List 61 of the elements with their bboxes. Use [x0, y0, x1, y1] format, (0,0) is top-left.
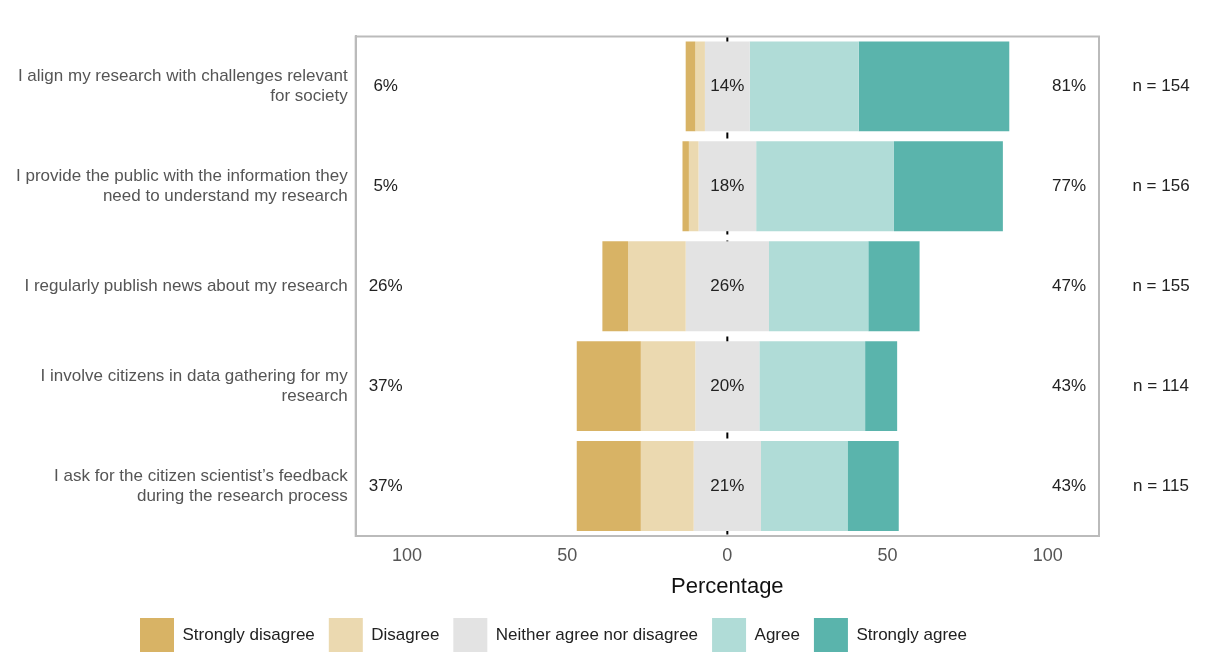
text: n = 115 [1133, 475, 1189, 495]
bar [868, 241, 920, 332]
y-tick-label: I align my research with challenges relevant for society [17, 65, 349, 106]
legend-label: Neither agree nor disagree [495, 624, 699, 644]
bar [628, 241, 686, 332]
bar [602, 241, 629, 332]
annotation: 37% [368, 375, 403, 395]
bar [695, 341, 760, 432]
data-label: 14% [710, 76, 745, 96]
annotation: 81% [1051, 76, 1087, 96]
annotation: 43% [1051, 475, 1087, 495]
bar [847, 441, 899, 531]
bar [704, 41, 750, 132]
bar [640, 341, 696, 432]
x-tick-label: 50 [877, 544, 898, 565]
x-tick-label: 50 [557, 544, 578, 565]
y-tick-label: I regularly publish news about my research [24, 275, 348, 295]
bar [640, 441, 694, 531]
legend-label: Strongly agree [856, 624, 968, 644]
bar [760, 441, 848, 531]
x-axis-title: Percentage [671, 572, 784, 598]
bar [768, 241, 869, 332]
x-tick-label: 0 [722, 544, 733, 565]
data-label: 20% [710, 375, 745, 395]
annotation: 37% [368, 475, 403, 495]
data-label: 18% [710, 175, 745, 195]
annotation: 6% [373, 76, 398, 96]
bar [749, 41, 859, 132]
bar [576, 441, 641, 531]
bar [688, 141, 699, 232]
x-tick-label: 100 [391, 544, 422, 565]
bar [858, 41, 1010, 132]
legend-label: Agree [754, 624, 800, 644]
annotation: 26% [368, 275, 403, 295]
bar [682, 141, 689, 232]
bar [695, 41, 705, 132]
annotation: 43% [1051, 375, 1087, 395]
bar [576, 341, 641, 432]
bar [756, 141, 894, 232]
legend-label: Disagree [371, 624, 440, 644]
data-label: 26% [710, 275, 745, 295]
bar [685, 41, 696, 132]
y-tick-label: I provide the public with the information they need to understand my research [16, 165, 349, 206]
annotation: 5% [373, 175, 398, 195]
text: n = 155 [1132, 275, 1190, 295]
annotation: 47% [1051, 275, 1087, 295]
bar [759, 341, 866, 432]
legend-label: Strongly disagree [182, 624, 315, 644]
y-tick-label: I involve citizens in data gathering for my research [40, 365, 349, 406]
bar [865, 341, 898, 432]
text: n = 156 [1132, 175, 1190, 195]
bar [698, 141, 757, 232]
x-tick-label: 100 [1032, 544, 1063, 565]
bar [693, 441, 761, 531]
y-tick-label: I ask for the citizen scientist’s feedback during the research process [54, 465, 349, 505]
text: n = 154 [1132, 76, 1190, 96]
data-label: 21% [710, 475, 745, 495]
bar [893, 141, 1003, 232]
annotation: 77% [1051, 175, 1087, 195]
bar [685, 241, 769, 332]
text: n = 114 [1133, 375, 1189, 395]
